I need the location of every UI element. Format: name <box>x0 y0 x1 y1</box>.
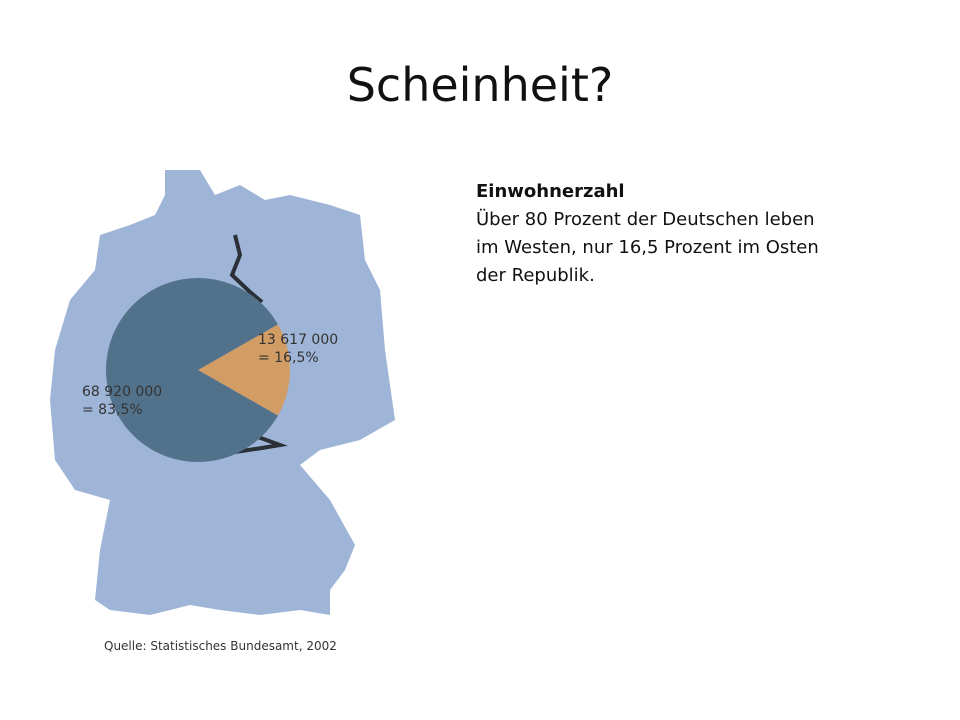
pie-slice <box>105 278 278 462</box>
source-note: Quelle: Statistisches Bundesamt, 2002 <box>104 639 337 653</box>
text-block: Einwohnerzahl Über 80 Prozent der Deutsc… <box>476 178 876 290</box>
value-label: 13 617 000 <box>258 332 338 348</box>
value-label: 68 920 000 <box>82 384 162 400</box>
share-label: = 83,5% <box>82 402 143 418</box>
text-line: der Republik. <box>476 265 595 286</box>
share-label: = 16,5% <box>258 350 319 366</box>
pie-slice <box>198 324 290 416</box>
text-heading: Einwohnerzahl <box>476 181 625 202</box>
pie: 68 920 000 = 83,5% 13 617 000 = 16,5% <box>82 278 338 462</box>
text-line: Über 80 Prozent der Deutschen leben <box>476 209 815 230</box>
text-line: im Westen, nur 16,5 Prozent im Osten <box>476 237 819 258</box>
slide-title: Scheinheit? <box>346 58 614 112</box>
border-line <box>229 234 288 454</box>
